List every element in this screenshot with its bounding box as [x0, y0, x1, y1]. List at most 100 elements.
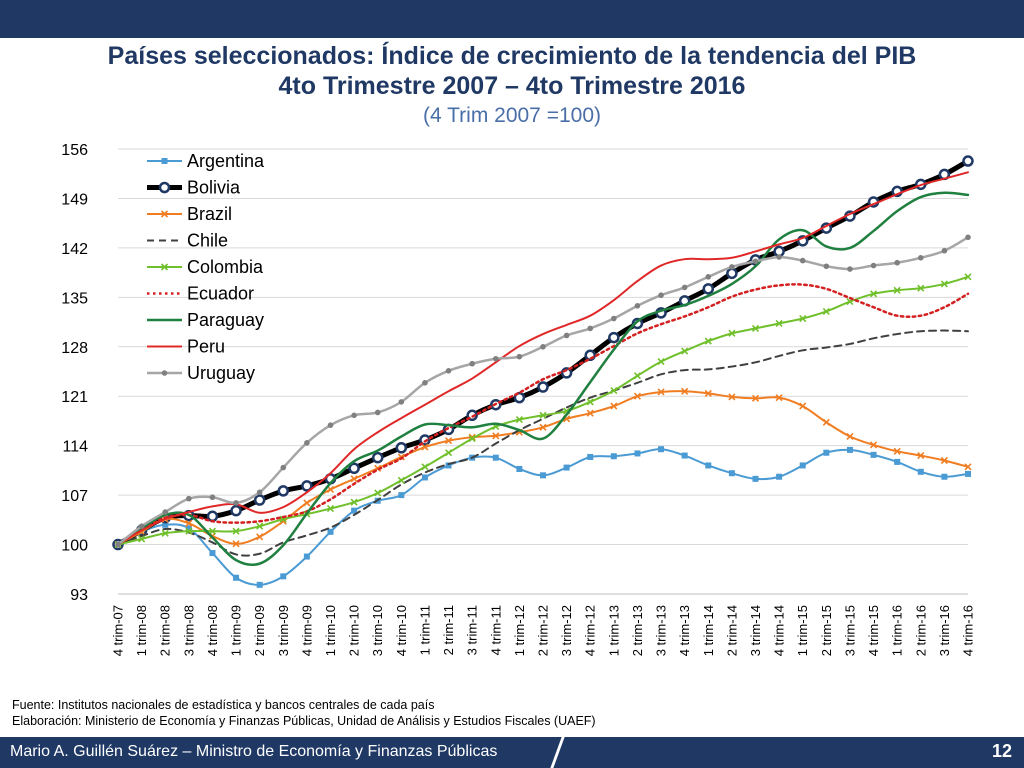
x-tick-label: 3 trim-13 — [654, 605, 669, 656]
data-point — [469, 360, 475, 367]
data-point — [398, 399, 405, 405]
y-tick-label: 114 — [62, 439, 88, 456]
data-point — [232, 540, 240, 548]
data-point — [681, 284, 688, 291]
page-number: 12 — [991, 741, 1012, 761]
data-point — [348, 462, 360, 475]
x-tick-label: 3 trim-14 — [748, 605, 763, 656]
data-point — [941, 473, 948, 480]
data-point — [162, 521, 169, 528]
data-point — [917, 468, 924, 475]
series-uruguay — [115, 234, 971, 548]
data-point — [823, 263, 830, 270]
data-point — [822, 418, 830, 426]
data-point — [468, 435, 476, 443]
data-point — [280, 573, 287, 580]
data-point — [704, 337, 712, 345]
legend-item: Peru — [147, 337, 225, 357]
data-point — [516, 465, 523, 472]
data-point — [421, 474, 428, 481]
data-point — [846, 432, 854, 441]
data-point — [962, 155, 974, 167]
data-point — [893, 286, 901, 294]
series-argentina — [115, 446, 971, 588]
title-block: Países seleccionados: Índice de crecimie… — [0, 38, 1024, 129]
data-point — [327, 422, 334, 428]
line-chart: 93 100 107 114 121 128 135 142 149 156 4 trim-07 1… — [61, 142, 976, 656]
data-point — [633, 392, 642, 400]
data-point — [705, 274, 712, 280]
data-point — [752, 475, 759, 482]
data-point — [610, 453, 617, 460]
source-line: Fuente: Institutos nacionales de estadís… — [12, 698, 435, 712]
series-chile — [117, 329, 969, 557]
legend-label: Uruguay — [187, 363, 255, 383]
data-point — [444, 437, 453, 445]
x-tick-label: 4 trim-15 — [866, 605, 881, 656]
data-point — [421, 463, 429, 471]
legend-item: Chile — [147, 231, 228, 251]
x-tick-label: 1 trim-15 — [795, 605, 810, 656]
data-point — [776, 254, 782, 260]
x-tick-label: 3 trim-11 — [465, 605, 480, 655]
data-point — [303, 553, 310, 560]
legend-marker — [161, 158, 168, 164]
data-point — [611, 315, 617, 322]
x-tick-label: 4 trim-16 — [961, 605, 976, 656]
data-point — [610, 387, 618, 395]
x-tick-label: 4 trim-13 — [677, 605, 692, 656]
data-point — [870, 451, 877, 458]
data-point — [209, 550, 216, 557]
y-tick-label: 142 — [61, 241, 88, 258]
legend-item: Argentina — [147, 151, 265, 171]
data-point — [965, 470, 971, 477]
data-point — [702, 283, 715, 295]
data-point — [846, 446, 853, 453]
series-line-ecuador — [116, 283, 970, 546]
data-point — [631, 317, 644, 330]
data-point — [374, 489, 382, 497]
data-point — [681, 387, 689, 395]
series-colombia — [114, 273, 972, 549]
data-point — [894, 458, 901, 465]
data-point — [185, 527, 193, 535]
series-bolivia — [112, 155, 974, 551]
legend-item: Paraguay — [147, 310, 264, 330]
data-point — [326, 504, 335, 513]
data-point — [563, 464, 570, 471]
x-axis-ticks: 4 trim-07 1 trim-08 2 trim-08 3 trim-08 4 tr… — [111, 593, 976, 656]
x-tick-label: 2 trim-08 — [158, 605, 173, 656]
data-point — [586, 398, 594, 406]
legend-marker — [160, 263, 169, 271]
data-point — [681, 452, 688, 459]
data-point — [751, 324, 760, 332]
legend-label: Paraguay — [187, 310, 264, 330]
data-point — [752, 258, 759, 265]
x-tick-label: 3 trim-15 — [842, 605, 857, 656]
data-point — [704, 389, 712, 397]
x-tick-label: 1 trim-10 — [323, 605, 338, 656]
data-point — [277, 485, 290, 497]
data-point — [917, 451, 925, 460]
data-point — [516, 353, 523, 360]
data-point — [539, 411, 547, 419]
data-point — [776, 473, 783, 480]
data-point — [941, 247, 948, 254]
top-bar — [0, 0, 1024, 38]
legend-item: Ecuador — [147, 284, 254, 304]
data-point — [492, 432, 500, 440]
data-point — [253, 494, 266, 506]
data-point — [917, 254, 924, 261]
x-tick-label: 3 trim-16 — [937, 605, 952, 656]
footer-author: Mario A. Guillén Suárez – Ministro de Ec… — [10, 743, 498, 760]
source-note: Fuente: Institutos nacionales de estadís… — [12, 697, 596, 729]
data-point — [608, 331, 620, 344]
data-point — [634, 450, 641, 457]
x-tick-label: 2 trim-15 — [819, 605, 834, 656]
data-point — [256, 581, 263, 588]
data-point — [232, 527, 240, 535]
data-point — [230, 504, 242, 517]
legend-label: Chile — [187, 231, 228, 251]
data-point — [705, 462, 712, 469]
data-point — [728, 470, 735, 477]
